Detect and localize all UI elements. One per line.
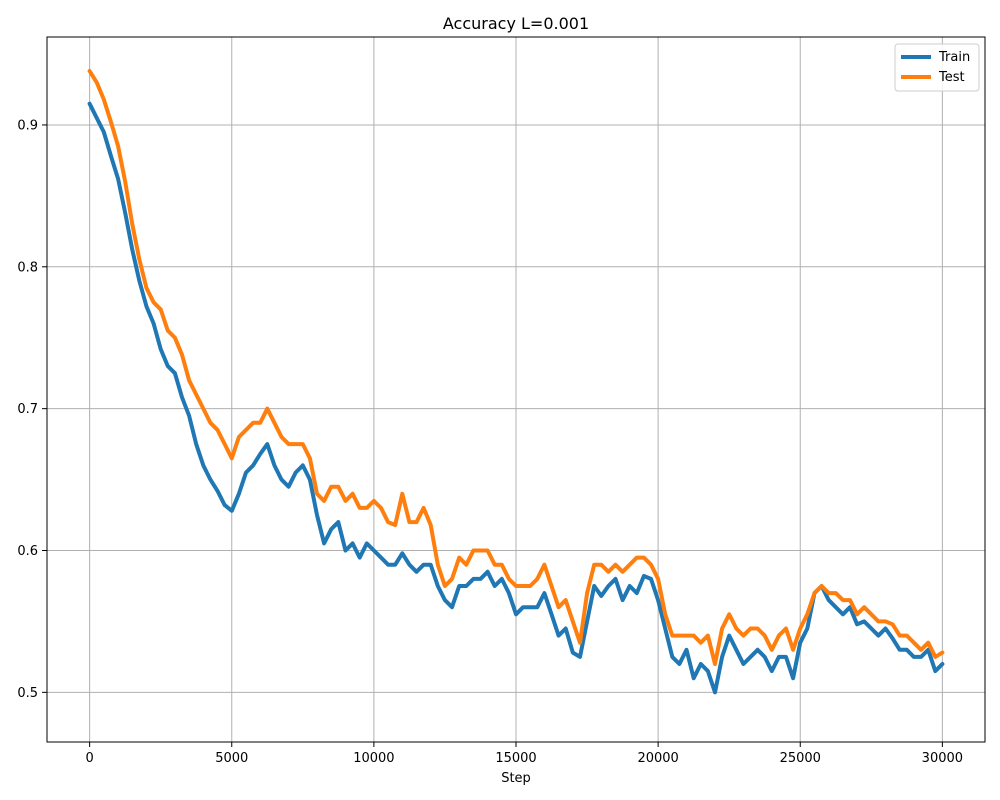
chart-title: Accuracy L=0.001 (443, 14, 589, 33)
series-line-test (87, 69, 945, 666)
x-tick-label: 0 (85, 751, 93, 766)
x-axis-label: Step (501, 771, 531, 786)
y-tick-label: 0.5 (17, 686, 38, 701)
y-tick-label: 0.6 (17, 544, 38, 559)
x-tick-label: 30000 (922, 751, 963, 766)
x-tick-label: 5000 (215, 751, 248, 766)
x-tick-label: 20000 (637, 751, 678, 766)
series-layer (87, 69, 945, 695)
y-tick-label: 0.8 (17, 260, 38, 275)
y-tick-label: 0.9 (17, 118, 38, 133)
x-tick-label: 15000 (495, 751, 536, 766)
y-tick-label: 0.7 (17, 402, 38, 417)
x-tick-label: 25000 (780, 751, 821, 766)
ticks: 0 5000 10000 15000 20000 25000 30000 0.5 0.6 0.7 0… (17, 118, 963, 766)
grid (47, 37, 985, 742)
legend-label-train: Train (938, 50, 970, 65)
x-tick-label: 10000 (353, 751, 394, 766)
series-line-train (87, 101, 945, 695)
legend: Train Test (894, 43, 980, 92)
legend-label-test: Test (938, 70, 965, 85)
